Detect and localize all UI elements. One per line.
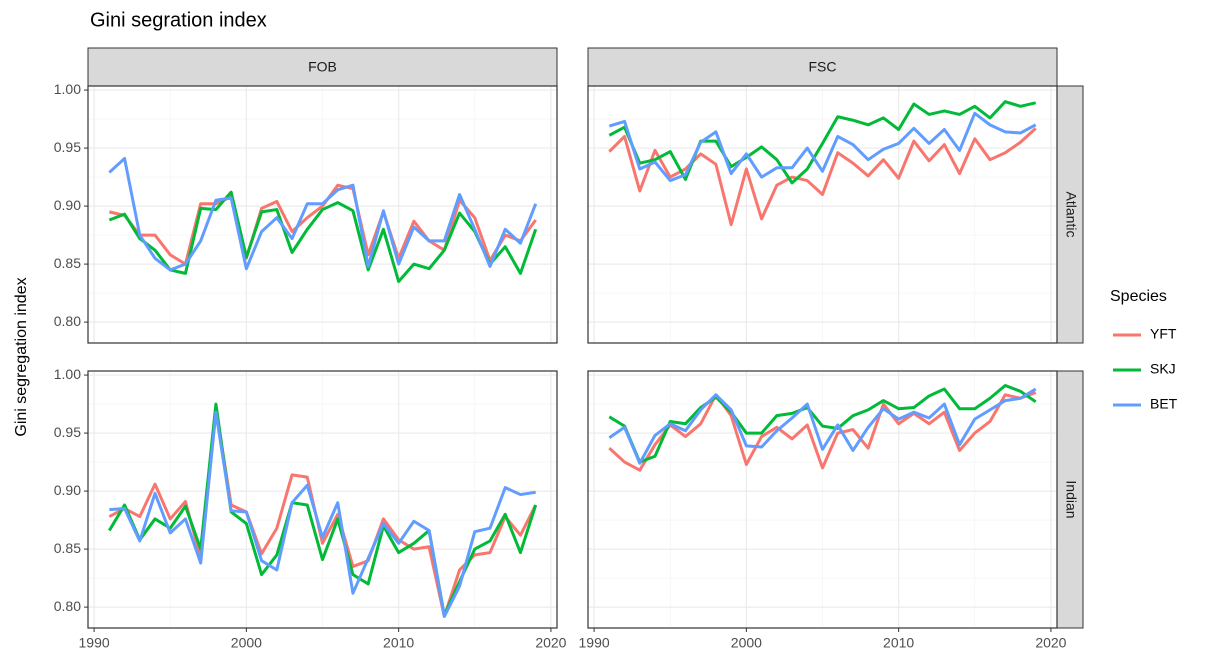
strip-label: Atlantic — [1063, 192, 1079, 238]
series-line — [108, 190, 538, 284]
legend-title: Species — [1110, 288, 1167, 305]
strip — [587, 47, 1058, 87]
x-tick-label: 1990 — [579, 635, 610, 651]
series-line — [109, 410, 536, 618]
y-tick-label: 0.90 — [54, 197, 81, 213]
series-line — [608, 100, 1037, 185]
legend-label: SKJ — [1150, 361, 1176, 377]
y-tick-label: 1.00 — [54, 366, 81, 382]
x-tick-label: 2000 — [731, 635, 762, 651]
y-tick-label: 1.00 — [54, 81, 81, 97]
y-tick-label: 0.85 — [54, 540, 81, 556]
y-tick-label: 0.90 — [54, 482, 81, 498]
x-tick-label: 2020 — [1035, 635, 1066, 651]
series-line — [608, 384, 1037, 464]
strip — [1056, 370, 1084, 629]
legend-label: BET — [1150, 396, 1178, 412]
y-tick-label: 0.80 — [54, 598, 81, 614]
panel-border — [587, 85, 1058, 344]
x-tick-label: 2010 — [883, 635, 914, 651]
strip-label: FOB — [308, 59, 337, 75]
legend-label: YFT — [1150, 326, 1177, 342]
strip — [87, 47, 558, 87]
strip-label: Indian — [1063, 480, 1079, 518]
series-line — [608, 387, 1037, 465]
x-tick-label: 1990 — [79, 635, 110, 651]
panel-border — [87, 85, 558, 344]
panel-border — [587, 370, 1058, 629]
panel-border — [87, 370, 558, 629]
series-line — [108, 157, 538, 272]
x-tick-label: 2020 — [535, 635, 566, 651]
x-tick-label: 2010 — [383, 635, 414, 651]
y-tick-label: 0.95 — [54, 139, 81, 155]
strip — [1056, 85, 1084, 344]
y-tick-label: 0.85 — [54, 255, 81, 271]
y-tick-label: 0.80 — [54, 313, 81, 329]
series-line — [608, 391, 1037, 472]
strip-label: FSC — [809, 59, 837, 75]
x-tick-label: 2000 — [231, 635, 262, 651]
chart-title: Gini segration index — [90, 9, 267, 31]
y-axis-label: Gini segregation index — [13, 277, 30, 436]
y-tick-label: 0.95 — [54, 424, 81, 440]
series-line — [608, 111, 1037, 183]
